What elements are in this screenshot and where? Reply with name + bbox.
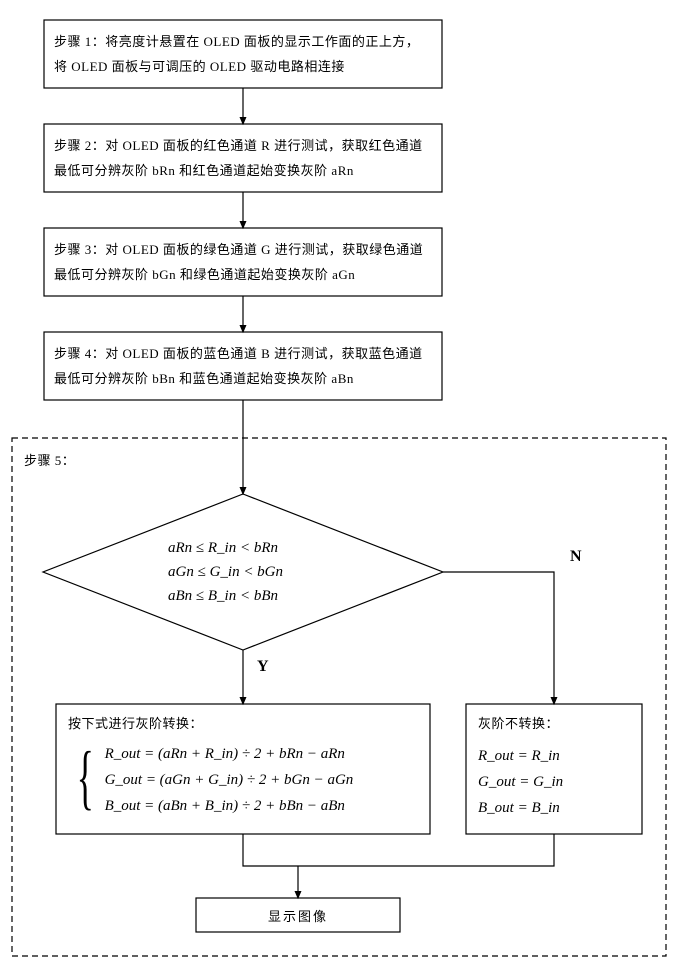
no-box-content: 灰阶不转换： R_out = R_in G_out = G_in B_out =… bbox=[478, 712, 634, 821]
label-yes: Y bbox=[257, 658, 269, 676]
step5-label: 步骤 5： bbox=[24, 450, 75, 469]
yes-eq2: G_out = (aGn + G_in) ÷ 2 + bGn − aGn bbox=[105, 767, 354, 793]
cond-line1: aRn ≤ R_in < bRn bbox=[168, 536, 338, 560]
yes-eq1: R_out = (aRn + R_in) ÷ 2 + bRn − aRn bbox=[105, 741, 354, 767]
decision-text: aRn ≤ R_in < bRn aGn ≤ G_in < bGn aBn ≤ … bbox=[168, 536, 338, 608]
cond-line3: aBn ≤ B_in < bBn bbox=[168, 584, 338, 608]
label-no: N bbox=[570, 548, 582, 566]
step4-text: 步骤 4：对 OLED 面板的蓝色通道 B 进行测试，获取蓝色通道最低可分辨灰阶… bbox=[54, 342, 432, 390]
no-eq1: R_out = R_in bbox=[478, 743, 634, 769]
no-eq2: G_out = G_in bbox=[478, 769, 634, 795]
yes-eq3: B_out = (aBn + B_in) ÷ 2 + bBn − aBn bbox=[105, 793, 354, 819]
no-title: 灰阶不转换： bbox=[478, 712, 634, 737]
yes-title: 按下式进行灰阶转换： bbox=[68, 712, 422, 737]
brace-icon: { bbox=[77, 741, 94, 820]
yes-box-content: 按下式进行灰阶转换： { R_out = (aRn + R_in) ÷ 2 + … bbox=[68, 712, 422, 819]
step1-text: 步骤 1：将亮度计悬置在 OLED 面板的显示工作面的正上方，将 OLED 面板… bbox=[54, 30, 432, 78]
final-text: 显示图像 bbox=[196, 906, 400, 925]
cond-line2: aGn ≤ G_in < bGn bbox=[168, 560, 338, 584]
step3-text: 步骤 3：对 OLED 面板的绿色通道 G 进行测试，获取绿色通道最低可分辨灰阶… bbox=[54, 238, 432, 286]
no-eq3: B_out = B_in bbox=[478, 795, 634, 821]
step2-text: 步骤 2：对 OLED 面板的红色通道 R 进行测试，获取红色通道最低可分辨灰阶… bbox=[54, 134, 432, 182]
